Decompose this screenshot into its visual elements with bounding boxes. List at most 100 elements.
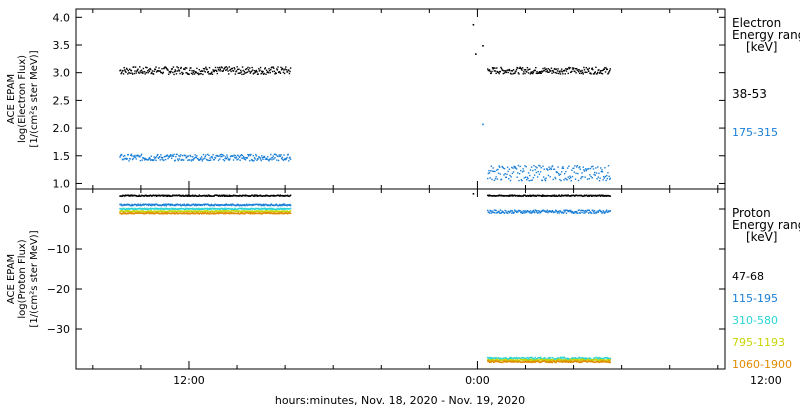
data-point <box>578 209 580 211</box>
data-point <box>161 194 164 196</box>
data-point <box>163 67 165 70</box>
data-point <box>482 123 484 126</box>
data-point <box>514 166 517 168</box>
data-point <box>249 213 252 215</box>
data-point <box>488 211 490 213</box>
data-point <box>575 210 578 213</box>
data-point <box>237 212 240 214</box>
data-point <box>273 213 275 215</box>
data-point <box>559 173 562 176</box>
data-point <box>279 72 282 74</box>
data-point <box>190 160 193 162</box>
data-point <box>197 211 199 213</box>
data-point <box>128 210 131 212</box>
data-point <box>499 70 502 73</box>
data-point <box>131 212 133 214</box>
data-point <box>202 158 204 161</box>
data-point <box>200 208 203 210</box>
data-point <box>207 212 209 214</box>
data-point <box>185 72 187 74</box>
data-point <box>239 72 241 74</box>
data-point <box>500 178 503 180</box>
data-point <box>493 70 496 72</box>
data-point <box>193 157 196 159</box>
data-point <box>557 72 560 75</box>
data-point <box>128 207 130 210</box>
data-point <box>208 154 210 157</box>
data-point <box>513 211 515 214</box>
data-point <box>240 211 243 213</box>
data-point <box>240 71 243 73</box>
data-point <box>209 157 211 159</box>
data-point <box>487 209 489 212</box>
data-point <box>205 194 208 197</box>
data-point <box>228 73 230 75</box>
data-point <box>229 68 232 71</box>
data-point <box>131 155 133 157</box>
data-point <box>581 361 583 364</box>
data-point <box>172 208 174 211</box>
data-point <box>601 69 603 72</box>
data-point <box>228 66 231 68</box>
data-point <box>178 158 181 160</box>
data-point <box>562 166 564 168</box>
data-point <box>127 153 130 156</box>
data-point <box>550 167 552 169</box>
data-point <box>568 165 570 167</box>
data-point <box>572 357 574 359</box>
data-point <box>219 210 221 213</box>
data-point <box>488 358 491 361</box>
data-point <box>488 195 490 197</box>
data-point <box>262 73 265 75</box>
data-point <box>589 174 591 176</box>
data-point <box>286 156 288 159</box>
data-point <box>503 72 506 74</box>
data-point <box>146 66 148 69</box>
data-point <box>156 207 158 210</box>
data-point <box>606 356 608 359</box>
data-point <box>557 68 559 70</box>
data-point <box>158 155 161 158</box>
data-point <box>533 358 536 361</box>
data-point <box>604 212 606 214</box>
data-point <box>120 203 122 205</box>
data-point <box>535 72 538 75</box>
data-point <box>207 71 210 73</box>
data-point <box>606 68 609 70</box>
data-point <box>219 66 221 69</box>
data-point <box>150 204 152 207</box>
data-point <box>188 69 191 72</box>
data-point <box>563 70 565 72</box>
data-point <box>241 207 244 210</box>
data-point <box>224 211 226 213</box>
data-point <box>170 155 172 157</box>
data-point <box>135 158 137 160</box>
data-point <box>253 157 256 159</box>
data-point <box>131 72 133 74</box>
data-point <box>577 70 580 73</box>
data-point <box>589 72 592 74</box>
data-point <box>274 210 276 213</box>
data-point <box>190 204 193 206</box>
data-point <box>490 170 492 172</box>
data-point <box>508 358 510 360</box>
data-point <box>274 210 277 212</box>
data-point <box>153 156 155 158</box>
data-point <box>524 176 527 178</box>
data-point <box>159 207 161 210</box>
data-point <box>237 158 240 160</box>
data-point <box>154 204 156 207</box>
data-point <box>279 155 282 157</box>
data-point <box>493 170 495 173</box>
data-point <box>587 209 589 211</box>
data-point <box>544 179 547 182</box>
data-point <box>185 67 188 69</box>
data-point <box>556 210 558 213</box>
data-point <box>204 71 206 73</box>
data-point <box>134 156 137 158</box>
legend-title: Proton <box>732 206 771 220</box>
data-point <box>554 176 556 179</box>
data-point <box>541 194 544 196</box>
data-point <box>209 207 211 210</box>
data-point <box>535 171 538 174</box>
